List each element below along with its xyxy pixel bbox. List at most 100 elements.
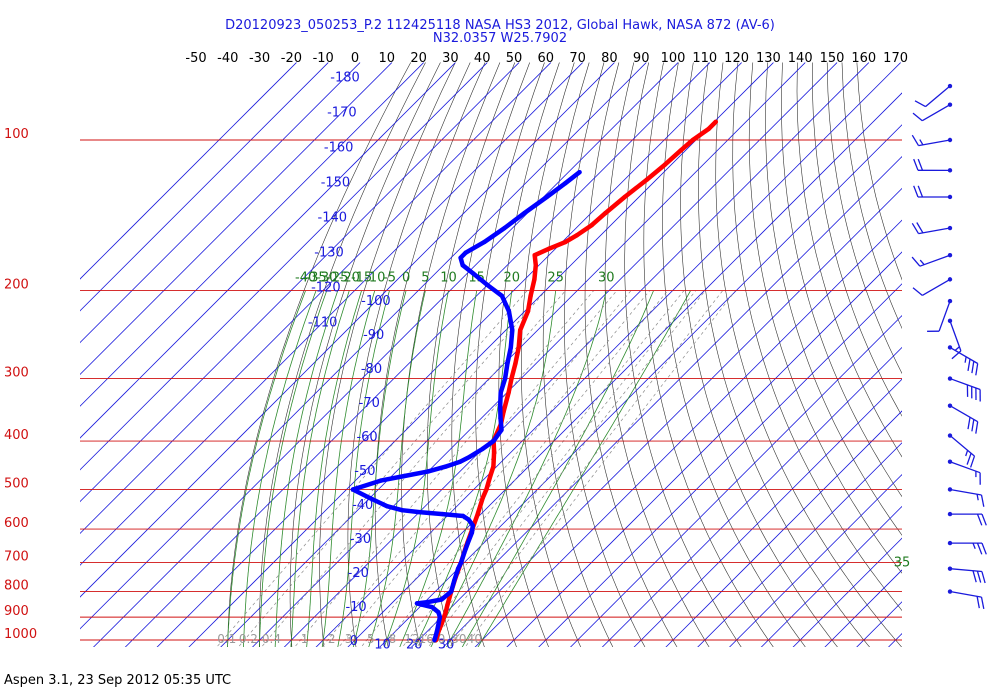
dewpoint-point: [460, 263, 465, 268]
temperature-point: [484, 487, 489, 492]
temperature-point: [516, 345, 521, 350]
wind-barb-staff: [949, 488, 982, 496]
moist-adiabat-label: 0: [402, 271, 410, 286]
wind-barb-flag: [912, 112, 923, 122]
dry-adiabat-line: [498, 62, 560, 647]
mixing-ratio-label: 5: [367, 632, 375, 646]
wind-barb-flag: [971, 419, 975, 432]
wind-barb-flag: [916, 222, 924, 234]
dewpoint-point: [463, 250, 468, 255]
wind-barb-point: [947, 459, 953, 464]
isotherm-line: [124, 62, 711, 647]
mixing-ratio-label: 0.4: [262, 632, 281, 646]
wind-barb-flag: [951, 350, 962, 360]
temperature-point: [480, 495, 485, 501]
wind-barb-staff: [949, 461, 981, 474]
dewpoint-series: [350, 169, 582, 643]
wind-barb-flag: [917, 185, 924, 198]
temperature-tick-label: 170: [883, 51, 908, 66]
dewpoint-point: [485, 282, 490, 288]
isotherm-line: [80, 62, 552, 534]
isotherm-label: -150: [321, 176, 351, 191]
dewpoint-point: [544, 194, 549, 200]
mixing-ratio-line: [449, 290, 724, 647]
moist-adiabat-label: -35: [305, 271, 326, 286]
temperature-tick-label: -20: [281, 51, 302, 66]
moist-adiabat-label: 30: [598, 271, 615, 286]
moist-adiabat-label: 35: [894, 556, 911, 571]
mixing-ratio-label: 0.2: [239, 632, 258, 646]
dewpoint-point: [465, 540, 470, 546]
temperature-point: [443, 610, 448, 615]
dewpoint-point: [460, 513, 466, 519]
dewpoint-point: [437, 614, 443, 620]
temperature-tick-label: 80: [601, 51, 618, 66]
isotherm-label: -110: [308, 316, 338, 331]
wind-barb-flag: [976, 513, 983, 526]
wind-barb-flag: [972, 570, 977, 583]
dewpoint-point: [491, 438, 496, 444]
isotherm-label: -140: [318, 211, 348, 226]
moist-adiabat-label: -25: [327, 271, 348, 286]
isotherm-line: [792, 537, 902, 647]
wind-barb-flag: [912, 287, 923, 296]
dewpoint-point: [498, 416, 503, 421]
dewpoint-point: [449, 589, 454, 594]
temperature-point: [475, 511, 480, 517]
wind-barb-staff: [918, 139, 951, 147]
wind-barb-flag: [919, 139, 924, 146]
temperature-tick-label: 100: [661, 51, 686, 66]
isotherm-line: [80, 62, 615, 598]
mixing-ratio-line: [416, 290, 697, 647]
dry-adiabat-line: [812, 62, 902, 417]
pressure-tick-label: 900: [4, 604, 29, 619]
temperature-tick-label: 160: [851, 51, 876, 66]
isotherm-line: [220, 62, 806, 647]
isotherm-label: -70: [359, 396, 380, 411]
isotherm-line: [917, 63, 1000, 651]
dewpoint-point: [470, 523, 475, 528]
temperature-point: [513, 361, 518, 366]
temperature-point: [491, 464, 496, 469]
dewpoint-point: [563, 181, 568, 186]
mixing-ratio-label: 8: [389, 632, 397, 646]
dewpoint-point: [452, 578, 457, 583]
isotherm-line: [506, 251, 902, 647]
wind-barb-flag: [976, 596, 980, 609]
isotherm-line: [442, 187, 902, 647]
chart-title-line1: D20120923_050253_P.2 112425118 NASA HS3 …: [225, 18, 775, 33]
wind-barb: [947, 376, 981, 402]
wind-barb-staff: [949, 377, 981, 391]
wind-barb-staff: [949, 405, 979, 423]
dewpoint-point: [402, 473, 407, 479]
dewpoint-point: [455, 566, 461, 571]
mixing-ratio-line: [294, 290, 595, 647]
wind-barb: [947, 459, 981, 485]
wind-barb-flag: [967, 358, 971, 372]
mixing-ratio-line: [261, 290, 566, 647]
wind-barb-flag: [981, 513, 987, 526]
isotherm-label: -130: [314, 246, 344, 261]
isotherm-line: [93, 62, 679, 647]
isotherm-line: [665, 410, 902, 647]
temperature-point: [644, 177, 650, 182]
temperature-tick-label: 0: [351, 51, 359, 66]
temperature-tick-label: -40: [217, 51, 238, 66]
temperature-point: [589, 222, 594, 228]
isotherm-line: [80, 62, 329, 312]
dry-adiabat-line: [347, 62, 471, 647]
wind-barb-flag: [971, 361, 975, 374]
mixing-ratio-line: [464, 290, 736, 647]
isotherm-line: [80, 62, 488, 471]
wind-barb: [947, 433, 976, 468]
wind-barb-staff: [925, 85, 951, 108]
isotherm-line: [760, 505, 902, 647]
isotherm-labels: -180-170-160-150-140-130-120-110-100-90-…: [308, 71, 454, 653]
dewpoint-point: [436, 610, 441, 615]
dewpoint-point: [462, 550, 467, 556]
wind-barb: [914, 83, 953, 108]
dewpoint-point: [498, 390, 503, 395]
wind-barb: [912, 102, 953, 122]
wind-barb-staff: [949, 346, 979, 365]
isotherm-label: -20: [348, 566, 369, 581]
